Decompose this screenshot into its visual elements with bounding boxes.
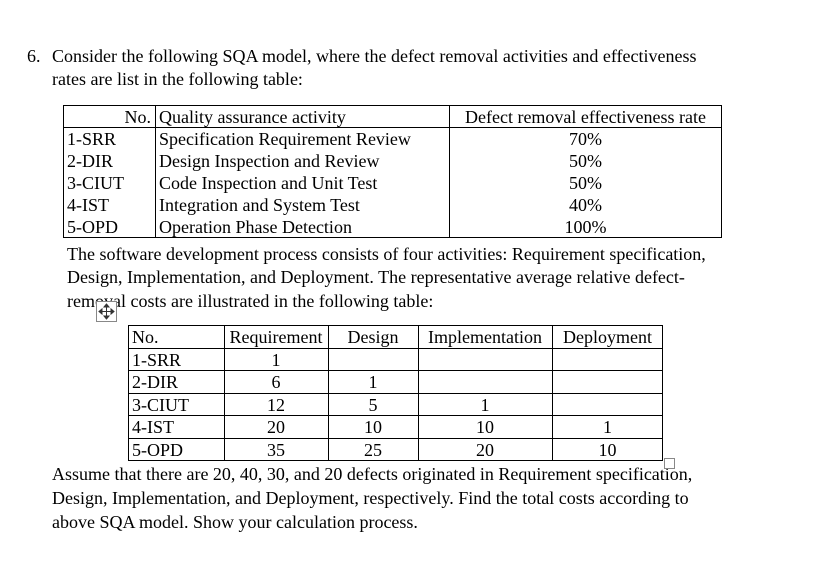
- table-cell: 100%: [564, 217, 607, 237]
- table-header: No.: [124, 107, 152, 127]
- table-cell: 5-OPD: [132, 439, 184, 460]
- table-header: No.: [132, 327, 159, 347]
- text-line: Design, Implementation, and Deployment. …: [67, 267, 685, 287]
- row-line: [128, 347, 663, 349]
- column-line: [155, 105, 156, 237]
- column-line: [328, 325, 329, 460]
- table-cell: Code Inspection and Unit Test: [159, 173, 378, 193]
- table-cell: 2-DIR: [67, 151, 113, 171]
- row-line: [128, 370, 663, 371]
- table-cell: 2-DIR: [132, 372, 178, 392]
- question-number: 6.: [27, 46, 41, 66]
- table-cell: 25: [364, 439, 382, 460]
- table-header: Implementation: [428, 327, 542, 347]
- table-border: [63, 105, 722, 238]
- text-line: The software development process consist…: [67, 244, 706, 264]
- table-cell: 1-SRR: [67, 129, 117, 149]
- text-line: Assume that there are 20, 40, 30, and 20…: [52, 464, 693, 484]
- table-cell: Design Inspection and Review: [159, 151, 380, 171]
- row-line: [128, 415, 663, 416]
- text-line: above SQA model. Show your calculation p…: [52, 512, 418, 532]
- table-cell: 40%: [569, 195, 602, 215]
- table-cell: 3-CIUT: [67, 173, 124, 193]
- table-cell: 10: [364, 417, 382, 437]
- table-cell: 1-SRR: [132, 349, 182, 370]
- column-line: [552, 325, 553, 460]
- table-cell: 20: [267, 417, 285, 437]
- move-handle[interactable]: [96, 301, 118, 323]
- table-cell: 3-CIUT: [132, 394, 189, 415]
- table-cell: 5: [368, 394, 378, 415]
- table-cell: 1: [480, 394, 490, 415]
- table-cell: 12: [267, 394, 285, 415]
- table-cell: 35: [267, 439, 285, 460]
- table-cell: 20: [476, 439, 494, 460]
- table-cell: 70%: [569, 129, 602, 149]
- column-line: [224, 325, 225, 460]
- resize-handle[interactable]: [664, 458, 676, 470]
- row-line: [128, 437, 663, 439]
- table-cell: 50%: [569, 173, 602, 193]
- table-header: Design: [347, 327, 399, 347]
- table-header: Quality assurance activity: [159, 107, 346, 127]
- text-line: Consider the following SQA model, where …: [52, 46, 697, 66]
- table-cell: 1: [603, 417, 612, 437]
- table-cell: 6: [271, 372, 281, 392]
- column-line: [449, 105, 450, 237]
- table-cell: 4-IST: [67, 195, 109, 215]
- text-line: Design, Implementation, and Deployment, …: [52, 488, 689, 508]
- table-cell: Specification Requirement Review: [159, 129, 411, 149]
- table-header: Deployment: [563, 327, 652, 347]
- table-cell: 10: [598, 439, 617, 460]
- table-cell: Operation Phase Detection: [159, 217, 352, 237]
- text-line: removal costs are illustrated in the fol…: [67, 291, 434, 311]
- table-cell: 1: [368, 372, 378, 392]
- table-cell: 4-IST: [132, 417, 174, 437]
- row-line: [128, 392, 663, 394]
- table-cell: 50%: [569, 151, 602, 171]
- row-line: [63, 127, 722, 128]
- text-line: rates are list in the following table:: [52, 69, 303, 89]
- table-cell: 10: [476, 417, 494, 437]
- column-line: [418, 325, 419, 460]
- table-cell: 5-OPD: [67, 217, 119, 237]
- table-header: Requirement: [229, 327, 323, 347]
- table-cell: 1: [271, 349, 281, 370]
- table-cell: Integration and System Test: [159, 195, 360, 215]
- table-header: Defect removal effectiveness rate: [464, 107, 707, 127]
- table-border: [128, 325, 663, 461]
